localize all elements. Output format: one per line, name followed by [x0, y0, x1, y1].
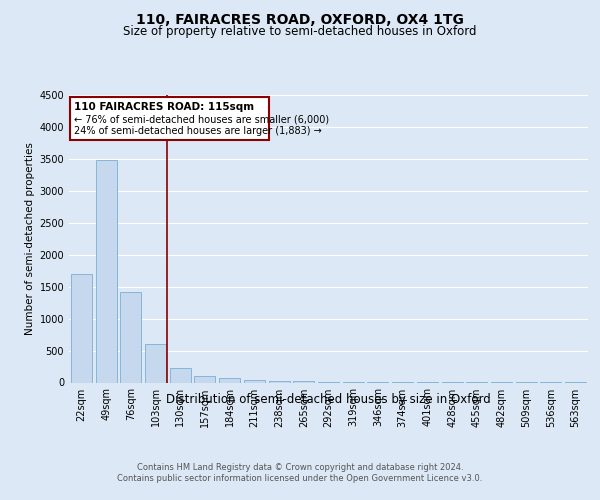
Bar: [120, 292, 141, 382]
Bar: [95, 160, 116, 382]
Bar: [244, 380, 265, 382]
Text: Contains public sector information licensed under the Open Government Licence v3: Contains public sector information licen…: [118, 474, 482, 483]
Text: 110 FAIRACRES ROAD: 115sqm: 110 FAIRACRES ROAD: 115sqm: [74, 102, 254, 112]
Text: Size of property relative to semi-detached houses in Oxford: Size of property relative to semi-detach…: [123, 25, 477, 38]
Bar: [194, 376, 215, 382]
Bar: [71, 274, 92, 382]
Bar: [145, 344, 166, 383]
Text: Distribution of semi-detached houses by size in Oxford: Distribution of semi-detached houses by …: [166, 394, 491, 406]
Bar: [269, 381, 290, 382]
Text: Contains HM Land Registry data © Crown copyright and database right 2024.: Contains HM Land Registry data © Crown c…: [137, 462, 463, 471]
Bar: [219, 378, 240, 382]
Y-axis label: Number of semi-detached properties: Number of semi-detached properties: [25, 142, 35, 335]
FancyBboxPatch shape: [70, 97, 269, 140]
Bar: [170, 368, 191, 382]
Text: 24% of semi-detached houses are larger (1,883) →: 24% of semi-detached houses are larger (…: [74, 126, 322, 136]
Text: ← 76% of semi-detached houses are smaller (6,000): ← 76% of semi-detached houses are smalle…: [74, 115, 329, 125]
Text: 110, FAIRACRES ROAD, OXFORD, OX4 1TG: 110, FAIRACRES ROAD, OXFORD, OX4 1TG: [136, 12, 464, 26]
